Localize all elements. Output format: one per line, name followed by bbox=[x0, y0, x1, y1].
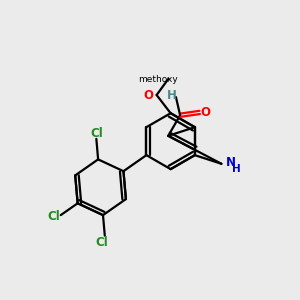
Text: H: H bbox=[167, 89, 176, 102]
Text: N: N bbox=[226, 156, 236, 169]
Text: O: O bbox=[144, 88, 154, 101]
Text: methoxy: methoxy bbox=[138, 75, 178, 84]
Text: Cl: Cl bbox=[95, 236, 108, 249]
Text: Cl: Cl bbox=[91, 127, 103, 140]
Text: H: H bbox=[232, 164, 241, 174]
Text: Cl: Cl bbox=[47, 210, 60, 223]
Text: O: O bbox=[201, 106, 211, 119]
